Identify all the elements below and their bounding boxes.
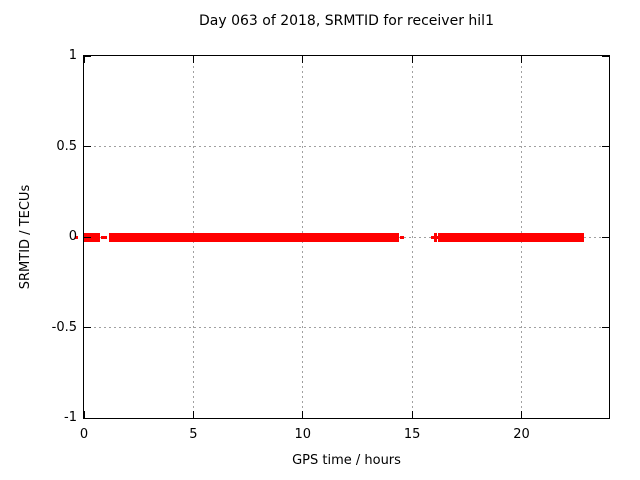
x-tick-label: 5 <box>189 427 198 442</box>
data-segment <box>438 232 585 242</box>
x-tick-bottom <box>302 411 304 418</box>
data-segment <box>74 235 78 239</box>
y-tick-right <box>602 236 609 238</box>
x-tick-top <box>192 56 194 63</box>
x-tick-top <box>411 56 413 63</box>
y-tick-label: 1 <box>68 48 77 63</box>
y-tick-left <box>84 236 91 238</box>
data-segment <box>400 235 405 239</box>
x-tick-bottom <box>411 411 413 418</box>
data-segment <box>84 232 101 242</box>
data-segment <box>108 232 399 242</box>
data-point-marker <box>433 232 437 242</box>
y-tick-label: 0.5 <box>56 138 77 154</box>
y-tick-left <box>84 417 91 419</box>
y-tick-left <box>84 146 91 147</box>
y-tick-right <box>602 417 609 419</box>
y-tick-label: -1 <box>64 410 77 425</box>
x-tick-bottom <box>192 411 194 418</box>
x-tick-label: 0 <box>79 427 89 442</box>
x-tick-bottom <box>83 411 85 418</box>
x-tick-label: 10 <box>294 427 312 442</box>
plot-border <box>83 55 610 419</box>
y-gridline <box>84 327 609 328</box>
x-tick-bottom <box>521 411 522 418</box>
data-segment <box>101 235 107 239</box>
x-tick-label: 20 <box>513 427 530 442</box>
chart-title: Day 063 of 2018, SRMTID for receiver hil… <box>199 13 494 29</box>
x-tick-top <box>302 56 304 63</box>
y-tick-label: 0 <box>68 229 77 244</box>
x-axis-title: GPS time / hours <box>292 453 401 468</box>
y-gridline <box>84 146 609 147</box>
y-tick-left <box>84 327 91 328</box>
x-tick-top <box>521 56 522 63</box>
y-tick-right <box>602 327 609 328</box>
y-tick-label: -0.5 <box>51 319 77 335</box>
x-tick-label: 15 <box>403 427 421 442</box>
y-tick-right <box>602 55 609 57</box>
x-tick-top <box>83 56 85 63</box>
y-tick-left <box>84 55 91 57</box>
y-tick-right <box>602 146 609 147</box>
